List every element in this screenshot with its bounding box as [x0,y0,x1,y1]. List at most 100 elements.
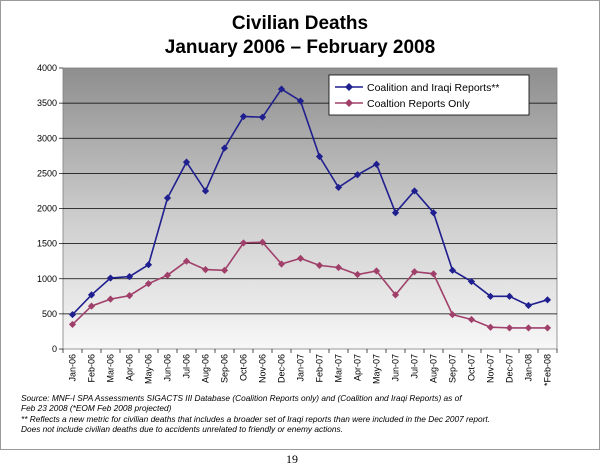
series-2-point [486,323,495,331]
x-tick-label: Sep-07 [448,354,458,383]
x-tick-label: Apr-07 [353,354,363,381]
legend-marker-series-1 [345,83,353,91]
x-tick-label: Sep-06 [220,354,230,383]
footnote-line: Does not include civilian deaths due to … [21,424,343,435]
y-tick-label: 0 [52,344,57,354]
page-number: 19 [286,452,298,466]
series-1-point [543,296,552,304]
series-2-point [163,271,172,279]
x-tick-label: Nov-06 [258,354,268,383]
series-2-point [106,295,115,303]
series-1-point [163,194,172,202]
series-1-point [68,310,77,319]
series-1-point [524,301,533,310]
series-2-point [410,268,419,276]
y-tick-label: 500 [42,309,57,319]
chart-title-line-1: Civilian Deaths [232,13,368,34]
series-2-point [144,280,153,288]
series-1-point [486,292,495,300]
x-tick-label: Oct-06 [239,354,249,381]
series-1-point [353,171,362,179]
series-2-point [448,310,457,319]
series-1-point [125,273,134,281]
x-tick-label: Jan-06 [68,354,78,382]
series-2-point [315,261,324,270]
x-axis-tick-labels: Jan-06 Feb-06 Mar-06 Apr-06 May-06 Jun-06 Jul-… [62,349,558,386]
x-tick-label: Mar-07 [334,354,344,383]
series-2-point [68,320,77,329]
series-2-point [201,266,210,274]
x-tick-label: Feb-06 [87,354,97,383]
x-tick-label: May-06 [144,354,154,384]
series-1-point [429,209,438,217]
series-2-point [524,324,533,332]
series-1-point [201,187,210,195]
x-tick-label: Jul-07 [410,354,420,379]
series-1-point [87,291,96,299]
x-tick-label: Aug-06 [201,354,211,383]
series-1-point [410,187,419,195]
x-tick-label: Mar-06 [106,354,116,383]
x-tick-label: May-07 [372,354,382,384]
x-tick-label: Oct-07 [467,354,477,381]
series-1-point [448,266,457,274]
y-tick-label: 3500 [37,98,57,108]
source-notes: Source: MNF-I SPA Assessments SIGACTS II… [21,393,591,435]
series-1-point [296,97,305,105]
y-tick-label: 4000 [37,63,57,73]
slide-frame: Civilian Deaths January 2006 – February … [0,0,600,450]
y-tick-label: 1000 [37,274,57,284]
x-tick-label: Apr-06 [125,354,135,381]
data-series [68,85,552,332]
series-line-1 [71,88,548,316]
series-2-point [87,302,96,310]
legend: Coalition and Iraqi Reports** Coaltion R… [328,74,530,116]
series-line-2 [71,241,548,329]
series-1-point [334,183,343,192]
x-tick-label: *Feb-08 [543,354,553,386]
x-tick-label: Nov-07 [486,354,496,383]
series-2-point [296,254,305,262]
y-tick-label: 3000 [37,133,57,143]
series-2-point [239,239,248,247]
series-2-point [353,270,362,279]
footnote-line: ** Reflects a new metric for civilian de… [21,413,491,424]
civilian-deaths-chart: Civilian Deaths January 2006 – February … [37,13,558,386]
series-2-point [125,292,134,300]
x-tick-label: Dec-06 [277,354,287,383]
x-tick-label: Jun-06 [163,354,173,382]
x-tick-label: Feb-07 [315,354,325,383]
y-tick-label: 2500 [37,168,57,178]
series-1-point [505,292,514,300]
legend-label-series-2: Coaltion Reports Only [367,98,470,110]
legend-marker-series-2 [345,99,353,107]
series-2-point [543,324,552,332]
source-note-line: Source: MNF-I SPA Assessments SIGACTS II… [21,393,462,403]
legend-label-series-1: Coalition and Iraqi Reports** [367,82,500,94]
series-2-point [334,263,343,272]
chart-title-line-2: January 2006 – February 2008 [165,37,435,58]
series-2-point [258,238,267,246]
x-tick-label: Jan-07 [296,354,306,382]
series-2-point [391,291,400,299]
series-1-point [467,277,476,286]
x-tick-label: Dec-07 [505,354,515,383]
x-tick-label: Jul-06 [182,354,192,379]
series-2-point [277,260,286,268]
series-1-point [391,209,400,217]
series-2-point [220,266,229,274]
series-2-point [429,270,438,278]
y-axis-tick-labels: 0 500 1000 1500 2000 2500 3000 3500 4000 [37,63,63,354]
series-1-point [144,261,153,269]
series-2-point [505,324,514,332]
series-1-point [258,113,267,121]
series-2-point [372,267,381,275]
x-tick-label: Jun-07 [391,354,401,382]
x-tick-label: Jan-08 [524,354,534,382]
source-note-line: Feb 23 2008 (*EOM Feb 2008 projected) [21,403,172,414]
series-1-point [315,152,324,161]
series-1-point [106,274,115,282]
y-tick-label: 2000 [37,204,57,214]
series-2-point [182,257,191,265]
series-1-point [372,160,381,168]
